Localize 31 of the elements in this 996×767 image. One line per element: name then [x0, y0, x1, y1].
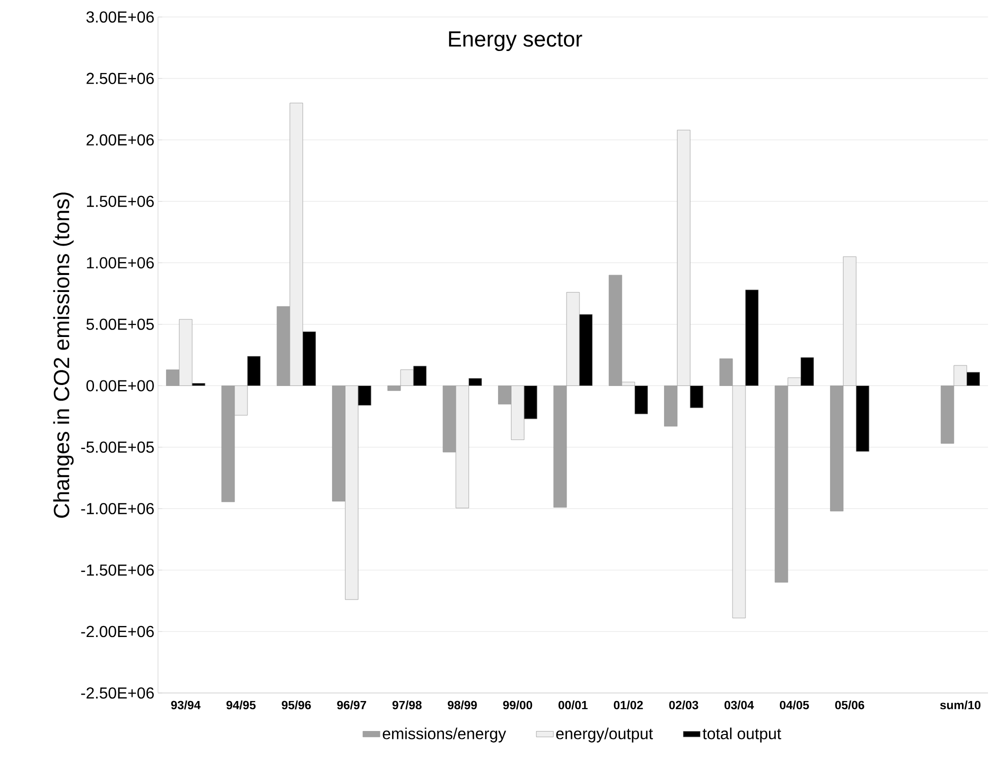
y-tick-label: 0.00E+00 [86, 380, 154, 392]
x-tick-label: 98/99 [448, 700, 477, 710]
y-tick-label: -2.00E+06 [81, 626, 154, 638]
x-tick-label: 94/95 [226, 700, 256, 710]
y-tick-label: 1.50E+06 [87, 196, 154, 207]
y-tick-label: 2.00E+06 [86, 134, 154, 146]
y-tick-label: -2.50E+06 [81, 687, 154, 699]
y-tick-label: -5.00E+05 [81, 442, 154, 453]
y-tick-label: 5.00E+05 [86, 318, 154, 330]
x-tick-label: 03/04 [724, 700, 754, 710]
legend-label: energy/output [556, 728, 653, 742]
y-tick-label: 1.00E+06 [87, 257, 154, 268]
y-tick-label: -1.00E+06 [81, 502, 154, 514]
y-tick-label: -1.50E+06 [81, 564, 154, 576]
x-tick-label: sum/10 [940, 700, 980, 710]
x-tick-label: 96/97 [337, 700, 366, 710]
x-tick-label: 97/98 [392, 700, 422, 710]
x-tick-label: 05/06 [835, 700, 864, 710]
x-tick-label: 00/01 [558, 700, 588, 710]
y-axis-title: Changes in CO2 emissions (tons) [53, 192, 74, 518]
x-tick-label: 04/05 [780, 700, 809, 710]
x-tick-label: 01/02 [614, 700, 643, 710]
x-tick-label: 95/96 [282, 700, 311, 710]
y-tick-label: 3.00E+06 [86, 11, 154, 23]
x-tick-label: 02/03 [669, 700, 698, 710]
x-tick-label: 99/00 [503, 700, 532, 710]
y-tick-label: 2.50E+06 [86, 72, 154, 84]
legend-label: total output [702, 728, 782, 742]
legend-label: emissions/energy [382, 728, 506, 742]
x-tick-label: 93/94 [171, 700, 201, 710]
text: Energy sector [449, 31, 582, 52]
